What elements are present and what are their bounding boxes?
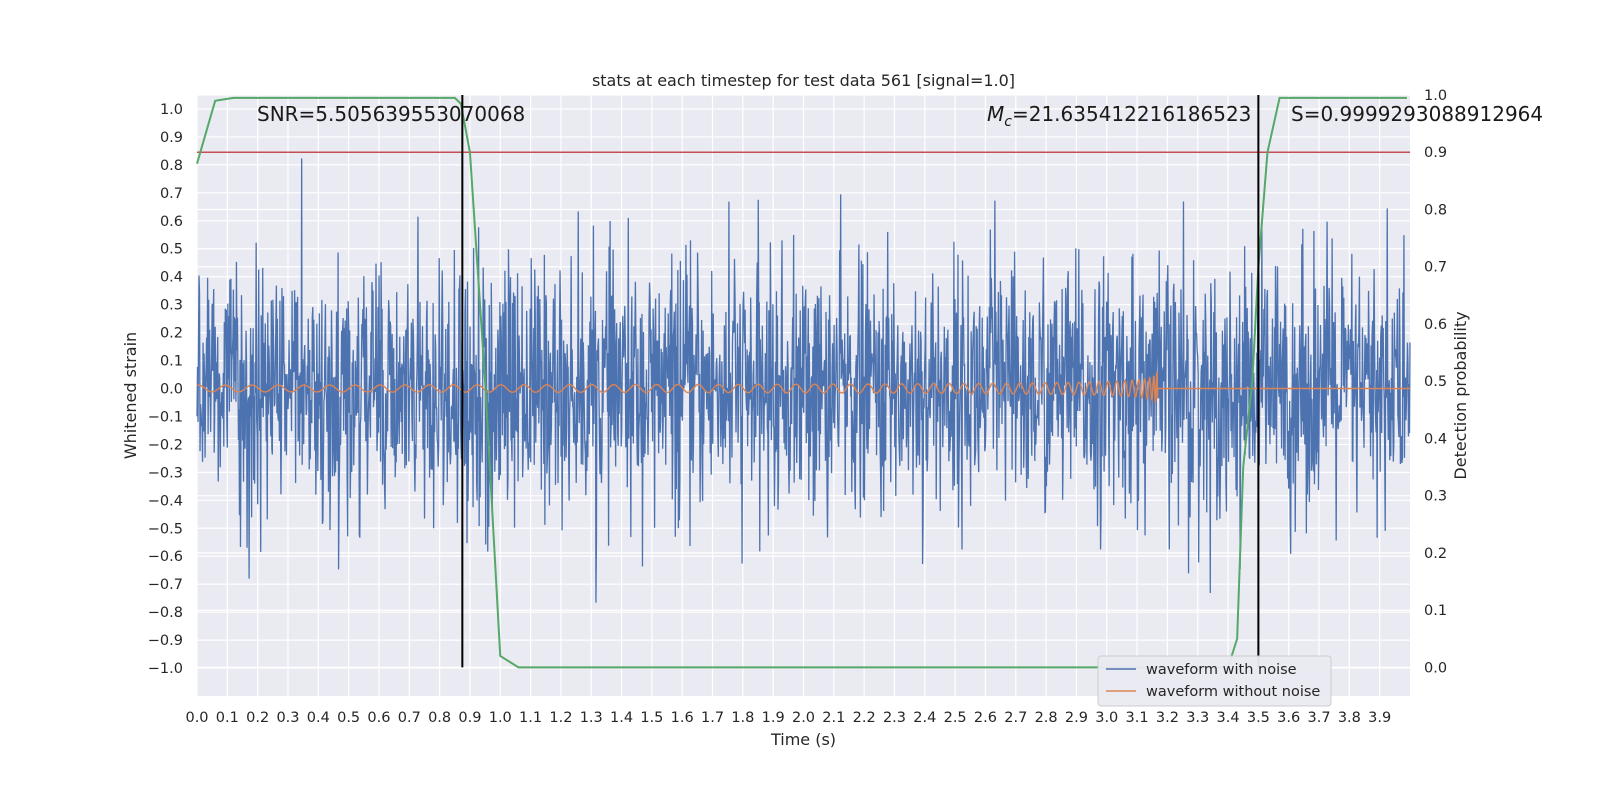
x-tick-label: 2.5 (944, 710, 967, 726)
x-tick-label: 0.6 (367, 710, 390, 726)
x-tick-label: 2.3 (883, 710, 906, 726)
y-tick-label: 0.1 (160, 354, 183, 370)
y2-tick-labels: 1.0 0.9 0.8 0.7 0.6 0.5 0.4 0.3 0.2 0.1 0.0 (1424, 88, 1447, 676)
x-tick-label: 3.9 (1368, 710, 1391, 726)
x-tick-label: 1.8 (731, 710, 754, 726)
x-tick-label: 0.2 (246, 710, 269, 726)
legend-entry-without-noise: waveform without noise (1146, 684, 1320, 700)
y-axis-label: Whitened strain (121, 332, 140, 459)
y-tick-label: −1.0 (148, 661, 183, 677)
x-tick-label: 1.1 (519, 710, 542, 726)
x-tick-labels: 0.0 0.1 0.2 0.3 0.4 0.5 0.6 0.7 0.8 0.9 1.0 1.1 1.2 1… (185, 710, 1391, 726)
x-axis-label: Time (s) (770, 730, 836, 749)
x-tick-label: 3.3 (1186, 710, 1209, 726)
x-tick-label: 3.2 (1156, 710, 1179, 726)
y2-tick-label: 0.8 (1424, 202, 1447, 218)
y-tick-label: −0.2 (148, 437, 183, 453)
x-tick-label: 3.6 (1277, 710, 1300, 726)
x-tick-label: 2.4 (913, 710, 936, 726)
y-tick-label: −0.7 (148, 577, 183, 593)
x-tick-label: 1.6 (671, 710, 694, 726)
x-tick-label: 3.7 (1307, 710, 1330, 726)
x-tick-label: 1.0 (489, 710, 512, 726)
mc-value: =21.635412216186523 (1012, 102, 1251, 126)
chart-title: stats at each timestep for test data 561… (592, 71, 1015, 90)
y2-tick-label: 0.5 (1424, 374, 1447, 390)
x-tick-label: 1.5 (640, 710, 663, 726)
y-tick-label: −0.9 (148, 633, 183, 649)
y-tick-labels: 1.0 0.9 0.8 0.7 0.6 0.5 0.4 0.3 0.2 0.1 0.0 −0.1 −0.… (148, 102, 183, 677)
x-tick-label: 1.4 (610, 710, 633, 726)
y2-tick-label: 0.1 (1424, 603, 1447, 619)
series-waveform-without-noise (196, 371, 1410, 404)
y2-tick-label: 0.2 (1424, 546, 1447, 562)
x-tick-label: 2.6 (974, 710, 997, 726)
y-tick-label: 0.7 (160, 186, 183, 202)
x-tick-label: 0.0 (185, 710, 208, 726)
series-layer (196, 95, 1411, 669)
x-tick-label: 1.9 (762, 710, 785, 726)
x-tick-label: 2.1 (822, 710, 845, 726)
y-tick-label: 0.2 (160, 326, 183, 342)
mc-symbol: M (987, 102, 1004, 126)
x-tick-label: 0.1 (216, 710, 239, 726)
s-annotation: S=0.9999293088912964 (1291, 102, 1543, 126)
y-tick-label: 1.0 (160, 102, 183, 118)
x-tick-label: 0.7 (398, 710, 421, 726)
series-detection-probability (196, 96, 1407, 669)
x-tick-label: 1.2 (549, 710, 572, 726)
y2-tick-label: 0.0 (1424, 660, 1447, 676)
y-tick-label: −0.6 (148, 549, 183, 565)
x-tick-label: 2.8 (1035, 710, 1058, 726)
legend-box (1097, 655, 1332, 707)
series-waveform-with-noise (196, 158, 1411, 603)
x-tick-label: 3.8 (1338, 710, 1361, 726)
y2-tick-label: 1.0 (1424, 88, 1447, 104)
y-tick-label: −0.3 (148, 465, 183, 481)
y-tick-label: 0.0 (160, 382, 183, 398)
legend-entry-with-noise: waveform with noise (1146, 662, 1297, 678)
x-tick-label: 1.7 (701, 710, 724, 726)
y2-tick-label: 0.3 (1424, 489, 1447, 505)
y-tick-label: 0.4 (160, 270, 183, 286)
x-tick-label: 0.4 (307, 710, 330, 726)
y2-axis-label: Detection probability (1451, 311, 1470, 479)
snr-annotation: SNR=5.505639553070068 (257, 102, 525, 126)
y-tick-label: 0.9 (160, 130, 183, 146)
y2-tick-label: 0.7 (1424, 260, 1447, 276)
y-tick-label: 0.6 (160, 214, 183, 230)
x-tick-label: 0.9 (458, 710, 481, 726)
x-tick-label: 3.4 (1217, 710, 1240, 726)
x-tick-label: 2.2 (853, 710, 876, 726)
y-tick-label: 0.3 (160, 298, 183, 314)
y-tick-label: −0.4 (148, 493, 183, 509)
y-tick-label: −0.1 (148, 409, 183, 425)
y-tick-label: 0.5 (160, 242, 183, 258)
x-tick-label: 2.9 (1065, 710, 1088, 726)
x-tick-label: 3.5 (1247, 710, 1270, 726)
y2-tick-label: 0.9 (1424, 145, 1447, 161)
x-tick-label: 0.3 (276, 710, 299, 726)
x-tick-label: 0.8 (428, 710, 451, 726)
x-tick-label: 3.1 (1126, 710, 1149, 726)
x-tick-label: 2.0 (792, 710, 815, 726)
y-tick-label: 0.8 (160, 158, 183, 174)
x-tick-label: 0.5 (337, 710, 360, 726)
x-tick-label: 1.3 (580, 710, 603, 726)
y2-tick-label: 0.4 (1424, 431, 1447, 447)
legend: waveform with noise waveform without noi… (1097, 655, 1332, 707)
chirp-mass-annotation: Mc=21.635412216186523 (987, 102, 1251, 130)
x-tick-label: 3.0 (1095, 710, 1118, 726)
mc-subscript: c (1004, 114, 1012, 130)
y-tick-label: −0.5 (148, 521, 183, 537)
x-tick-label: 2.7 (1004, 710, 1027, 726)
y-tick-label: −0.8 (148, 605, 183, 621)
y2-tick-label: 0.6 (1424, 317, 1447, 333)
